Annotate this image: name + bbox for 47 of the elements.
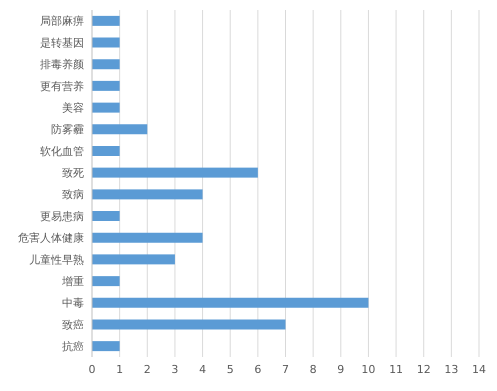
- bar: [92, 102, 120, 113]
- y-tick-label: 是转基因: [40, 36, 84, 50]
- bar: [92, 254, 175, 264]
- y-tick-label: 儿童性早熟: [29, 253, 84, 266]
- bar: [92, 232, 203, 243]
- x-tick-label: 2: [144, 362, 151, 376]
- bar: [92, 80, 120, 91]
- bar: [92, 168, 258, 178]
- y-tick-label: 抗癌: [62, 340, 84, 354]
- x-tick-label: 1: [116, 362, 124, 376]
- x-tick-label: 12: [416, 362, 431, 376]
- bar: [92, 319, 286, 330]
- x-tick-label: 9: [337, 362, 344, 376]
- bar: [92, 38, 120, 48]
- x-tick-label: 3: [171, 362, 178, 376]
- y-tick-label: 致死: [62, 166, 84, 180]
- y-tick-label: 防雾霾: [51, 123, 84, 136]
- x-tick-label: 5: [226, 362, 234, 376]
- bar: [92, 211, 120, 222]
- x-tick-label: 11: [389, 362, 404, 376]
- y-tick-label: 美容: [62, 102, 84, 114]
- bar: [92, 124, 148, 134]
- bar: [92, 59, 120, 70]
- x-tick-label: 8: [310, 362, 317, 376]
- y-tick-label: 增重: [61, 275, 84, 288]
- x-tick-label: 6: [254, 362, 262, 376]
- x-tick-label: 7: [282, 362, 289, 376]
- y-tick-label: 更易患病: [40, 210, 84, 223]
- y-tick-label: 软化血管: [40, 144, 84, 158]
- y-tick-label: 更有营养: [40, 80, 84, 93]
- x-tick-label: 13: [444, 362, 458, 376]
- bar: [92, 16, 120, 26]
- x-tick-label: 4: [199, 362, 206, 376]
- x-tick-label: 0: [88, 362, 96, 376]
- y-tick-label: 危害人体健康: [18, 232, 84, 245]
- x-tick-label: 10: [361, 362, 376, 376]
- y-tick-label: 中毒: [62, 296, 84, 310]
- bar: [92, 189, 203, 200]
- y-tick-label: 排毒养颜: [40, 58, 84, 72]
- bar: [92, 146, 120, 156]
- bar: [92, 341, 120, 352]
- y-tick-label: 致癌: [62, 318, 84, 332]
- y-tick-label: 致病: [62, 188, 84, 202]
- bar: [92, 298, 368, 308]
- x-tick-label: 14: [472, 362, 486, 376]
- y-tick-label: 局部麻痹: [40, 14, 84, 28]
- bar: [92, 276, 120, 286]
